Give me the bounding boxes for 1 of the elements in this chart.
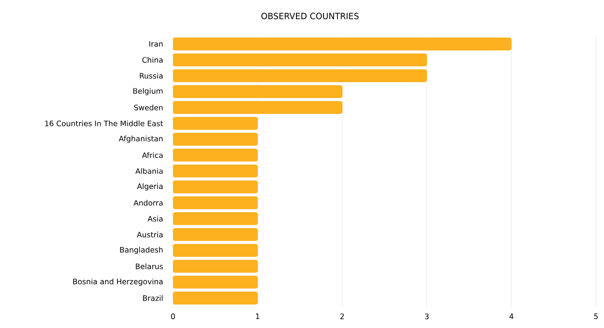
chart-title: OBSERVED COUNTRIES	[261, 12, 359, 20]
